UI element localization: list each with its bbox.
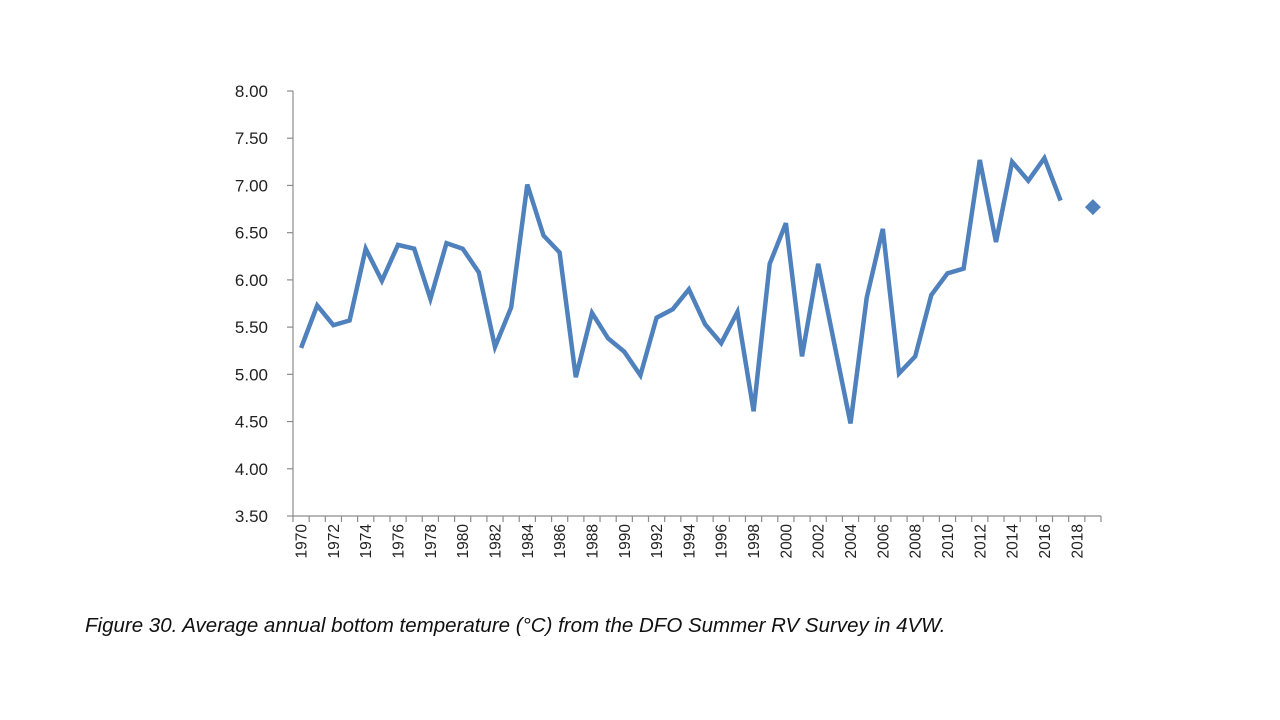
line-chart: 3.50 4.00 4.50 5.00 5.50 6.00 6.50 7.00 7.50 8.00…	[235, 82, 1102, 559]
x-tick-label: 1976	[391, 524, 408, 558]
x-tick-label: 1978	[423, 524, 440, 558]
x-tick-label: 1984	[520, 524, 537, 559]
x-tick-label: 2006	[875, 524, 892, 558]
x-tick-label: 2010	[940, 524, 957, 559]
x-tick-label: 1990	[617, 524, 634, 559]
x-tick-label: 1992	[649, 524, 666, 558]
x-tick-label: 1998	[746, 524, 763, 558]
x-tick-label: 1986	[552, 524, 569, 558]
chart-series	[298, 153, 1101, 424]
y-tick-label: 4.00	[235, 460, 268, 479]
y-axis-tick-labels: 3.50 4.00 4.50 5.00 5.50 6.00 6.50 7.00 7.50 8.00	[235, 82, 268, 526]
x-tick-label: 1988	[584, 524, 601, 558]
x-tick-label: 1994	[681, 524, 698, 559]
y-tick-label: 7.00	[235, 176, 268, 195]
x-tick-label: 2004	[843, 524, 860, 559]
x-tick-label: 2016	[1037, 524, 1054, 558]
x-axis-tick-labels: 1970 1972 1974 1976 1978 1980 1982 1984 1986 1988…	[294, 524, 1087, 559]
x-tick-label: 1972	[326, 524, 343, 558]
y-tick-label: 6.50	[235, 224, 268, 243]
x-tick-label: 1980	[455, 524, 472, 559]
x-tick-label: 2000	[778, 524, 795, 559]
y-tick-label: 5.00	[235, 365, 268, 384]
x-tick-label: 2012	[972, 524, 989, 558]
x-tick-label: 2018	[1069, 524, 1086, 558]
y-tick-label: 7.50	[235, 129, 268, 148]
x-tick-label: 2002	[811, 524, 828, 558]
figure-caption: Figure 30. Average annual bottom tempera…	[85, 614, 946, 637]
x-tick-label: 1974	[358, 524, 375, 559]
temperature-series-line	[298, 153, 1063, 424]
x-tick-label: 2008	[908, 524, 925, 558]
chart-axes	[287, 90, 1102, 522]
y-tick-label: 3.50	[235, 507, 268, 526]
y-tick-label: 5.50	[235, 318, 268, 337]
diamond-marker	[1084, 199, 1101, 216]
x-tick-label: 1970	[294, 524, 311, 559]
x-tick-label: 1996	[714, 524, 731, 558]
y-tick-label: 6.00	[235, 271, 268, 290]
x-tick-label: 1982	[488, 524, 505, 558]
x-tick-label: 2014	[1005, 524, 1022, 559]
y-tick-label: 4.50	[235, 413, 268, 432]
y-tick-label: 8.00	[235, 82, 268, 101]
